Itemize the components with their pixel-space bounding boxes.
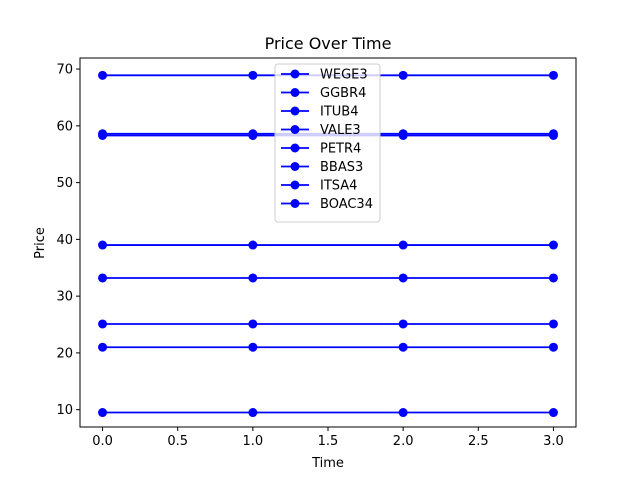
- legend-marker: [290, 162, 300, 171]
- data-point: [548, 319, 558, 329]
- data-point: [248, 319, 258, 329]
- y-tick-label: 20: [56, 346, 73, 361]
- chart-title: Price Over Time: [265, 34, 392, 53]
- data-point: [548, 273, 558, 283]
- data-point: [548, 130, 558, 140]
- y-tick-label: 40: [56, 233, 73, 248]
- data-point: [98, 273, 108, 283]
- legend-label: ITUB4: [320, 105, 358, 120]
- y-tick-label: 50: [56, 176, 73, 191]
- legend-entry: BOAC34: [281, 197, 373, 212]
- x-tick-label: 2.5: [468, 434, 489, 449]
- data-point: [548, 70, 558, 80]
- legend-marker: [290, 199, 300, 208]
- legend-label: PETR4: [320, 142, 361, 157]
- x-tick-label: 1.5: [318, 434, 339, 449]
- legend-label: BBAS3: [320, 160, 363, 175]
- data-point: [398, 319, 408, 329]
- data-point: [248, 70, 258, 80]
- legend-marker: [290, 125, 300, 134]
- y-tick-label: 30: [56, 290, 73, 305]
- legend-entry: ITSA4: [281, 179, 357, 194]
- legend-entry: PETR4: [281, 142, 361, 157]
- legend-label: WEGE3: [320, 68, 368, 83]
- x-tick-label: 2.0: [393, 434, 414, 449]
- data-point: [98, 130, 108, 140]
- y-axis-ticks: 10 20 30 40 50 60 70: [56, 63, 80, 418]
- data-point: [248, 408, 258, 418]
- legend-label: ITSA4: [320, 179, 357, 194]
- data-point: [98, 408, 108, 418]
- legend-entry: WEGE3: [281, 68, 368, 83]
- legend-box: [274, 63, 381, 223]
- legend: WEGE3 GGBR4 ITUB4 VALE3 PETR4 BBAS3 ITSA4 BOAC3…: [274, 63, 381, 223]
- legend-label: GGBR4: [320, 86, 366, 101]
- data-point: [398, 342, 408, 352]
- legend-label: VALE3: [320, 123, 361, 138]
- data-point: [248, 273, 258, 283]
- x-axis-label: Time: [311, 456, 344, 471]
- y-tick-label: 60: [56, 119, 73, 134]
- y-tick-label: 10: [56, 403, 73, 418]
- legend-marker: [290, 106, 300, 116]
- legend-entry: BBAS3: [281, 160, 363, 175]
- legend-label: BOAC34: [320, 197, 373, 212]
- plot-frame: [79, 57, 577, 428]
- data-point: [548, 240, 558, 250]
- legend-marker: [290, 88, 300, 97]
- data-point: [398, 130, 408, 140]
- data-point: [248, 342, 258, 352]
- legend-marker: [290, 180, 300, 190]
- data-point: [98, 70, 108, 80]
- data-point: [398, 240, 408, 250]
- x-tick-label: 3.0: [543, 434, 564, 449]
- legend-entry: GGBR4: [281, 86, 366, 101]
- legend-entry: VALE3: [281, 123, 361, 138]
- series-itsa4: [98, 342, 558, 352]
- x-axis-ticks: 0.0 0.5 1.0 1.5 2.0 2.5 3.0: [92, 427, 564, 449]
- data-point: [98, 342, 108, 352]
- data-point: [548, 342, 558, 352]
- series-bbas3: [98, 319, 558, 329]
- legend-entry: ITUB4: [281, 105, 358, 120]
- data-point: [248, 130, 258, 140]
- data-point: [398, 408, 408, 418]
- data-point: [398, 70, 408, 80]
- series-petr4: [98, 273, 558, 283]
- data-point: [548, 408, 558, 418]
- series-vale3: [98, 240, 558, 250]
- y-axis-label: Price: [33, 227, 48, 259]
- legend-marker: [290, 143, 300, 153]
- x-tick-label: 0.0: [92, 434, 113, 449]
- data-point: [398, 273, 408, 283]
- data-point: [98, 240, 108, 250]
- series-boac34: [98, 408, 558, 418]
- legend-marker: [290, 69, 300, 79]
- x-tick-label: 0.5: [167, 434, 188, 449]
- data-point: [248, 240, 258, 250]
- y-tick-label: 70: [56, 63, 73, 78]
- x-tick-label: 1.0: [243, 434, 264, 449]
- data-point: [98, 319, 108, 329]
